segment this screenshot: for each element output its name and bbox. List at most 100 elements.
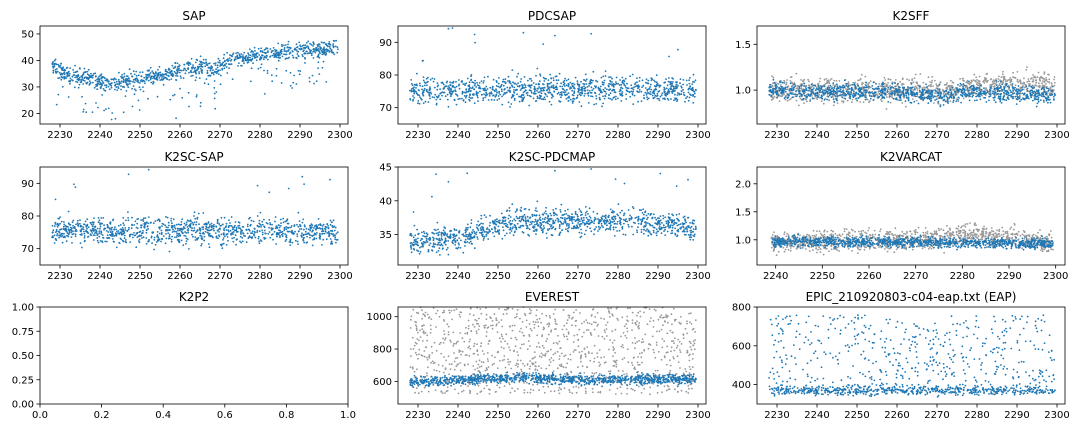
data-point [1042, 80, 1044, 83]
data-point [692, 93, 695, 96]
data-point [847, 93, 850, 95]
data-point [514, 89, 517, 92]
data-point [199, 55, 202, 58]
data-point [188, 105, 190, 108]
data-point [189, 223, 192, 225]
data-point [914, 85, 917, 88]
data-point [321, 66, 324, 69]
data-point [682, 83, 684, 86]
data-point [222, 238, 224, 241]
data-point [947, 85, 949, 88]
data-point [1009, 80, 1012, 82]
data-point [993, 99, 996, 102]
data-point [87, 226, 90, 229]
data-point [191, 74, 194, 77]
data-point [244, 55, 247, 58]
data-point [951, 86, 954, 89]
data-point [855, 97, 858, 100]
data-point [991, 92, 994, 95]
data-point [54, 198, 57, 201]
data-point [980, 84, 982, 87]
data-point [79, 68, 81, 70]
data-point [692, 80, 694, 83]
data-point [802, 97, 805, 100]
data-point [1053, 96, 1055, 98]
data-point [820, 94, 823, 97]
data-point [1013, 88, 1016, 91]
data-point [821, 85, 823, 88]
data-point [650, 88, 653, 91]
data-point [832, 98, 835, 101]
data-point [280, 52, 283, 55]
data-point [275, 75, 278, 77]
data-point [1008, 86, 1011, 89]
data-point [795, 87, 798, 90]
data-point [1031, 77, 1033, 79]
data-point [787, 93, 789, 96]
data-point [169, 98, 172, 101]
data-point [617, 97, 619, 100]
data-point [550, 96, 553, 99]
data-point [832, 84, 835, 86]
data-point [125, 77, 127, 80]
data-point [511, 69, 514, 71]
data-point [869, 97, 872, 100]
data-point [313, 82, 315, 85]
data-point [275, 52, 278, 55]
data-point [410, 90, 413, 93]
data-point [864, 75, 867, 78]
data-point [905, 105, 907, 108]
data-point [201, 72, 204, 74]
data-point [619, 79, 621, 81]
data-point [833, 93, 836, 96]
data-point [88, 74, 91, 77]
data-point [76, 70, 79, 73]
data-point [415, 92, 418, 95]
data-point [926, 86, 928, 88]
data-point [423, 87, 426, 90]
data-point [152, 80, 155, 83]
data-point [228, 67, 231, 70]
data-point [106, 79, 109, 82]
data-point [267, 50, 269, 52]
data-point [680, 90, 683, 92]
data-point [229, 222, 231, 224]
data-point [321, 53, 324, 56]
data-point [587, 91, 590, 94]
data-point [800, 88, 803, 90]
data-point [536, 95, 539, 98]
data-point [865, 81, 868, 84]
data-point [1007, 98, 1010, 100]
data-point [250, 67, 253, 70]
data-point [592, 70, 595, 73]
data-point [243, 51, 246, 54]
data-point [468, 98, 470, 101]
data-point [565, 79, 568, 82]
data-point [530, 80, 533, 82]
data-point [100, 73, 103, 75]
data-point [213, 87, 216, 89]
data-point [294, 239, 297, 242]
data-point [864, 96, 867, 99]
data-point [685, 79, 688, 82]
data-point [114, 226, 116, 229]
data-point [886, 96, 888, 98]
data-point [198, 63, 201, 66]
data-point [497, 82, 500, 85]
data-point [643, 94, 645, 97]
data-point [96, 88, 99, 91]
data-point [666, 84, 669, 87]
data-point [940, 96, 943, 99]
data-point [540, 89, 542, 92]
data-point [1050, 82, 1053, 85]
data-point [993, 91, 996, 93]
data-point [573, 92, 575, 95]
data-point [412, 98, 414, 101]
data-point [449, 81, 451, 83]
data-point [817, 85, 820, 87]
data-point [195, 76, 198, 79]
data-point [73, 183, 75, 186]
data-point [312, 42, 315, 45]
data-point [483, 93, 485, 95]
data-point [74, 86, 76, 89]
